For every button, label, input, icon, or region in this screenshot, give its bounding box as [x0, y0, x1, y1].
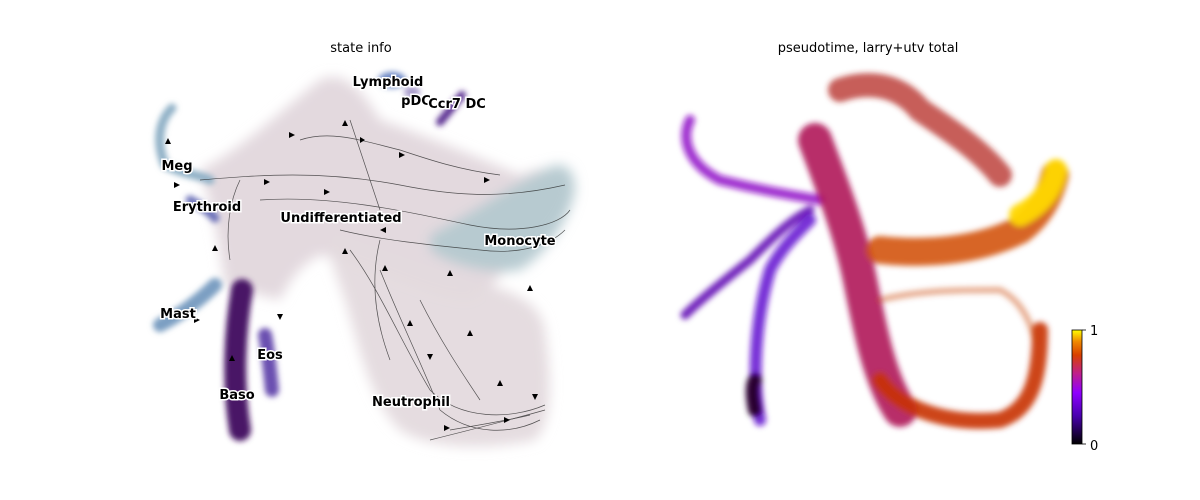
label-mast: Mast — [160, 307, 196, 322]
state-scatter-branches — [153, 72, 466, 441]
state-scatter-body — [200, 76, 575, 447]
label-erythroid: Erythroid — [173, 200, 241, 215]
colorbar-gradient — [1071, 329, 1083, 445]
pdc-blob — [404, 86, 420, 98]
colorbar-tick-max: 1 — [1090, 324, 1098, 339]
mast-branch — [153, 278, 222, 332]
label-neutrophil: Neutrophil — [372, 395, 450, 410]
pt-monocyte-tip — [1009, 159, 1067, 226]
pt-neutrophil-arc — [872, 322, 1048, 429]
pseudotime-colorbar: 1 0 — [1071, 324, 1098, 454]
state-panel: state info — [153, 41, 575, 447]
pt-neutrophil-fill — [877, 286, 1038, 343]
pt-left-arm — [680, 205, 815, 320]
pseudotime-panel-title: pseudotime, larry+utv total — [778, 41, 959, 56]
velocity-streamlines — [199, 119, 571, 441]
pt-central-column — [798, 123, 917, 427]
label-pdc: pDC — [401, 94, 431, 109]
erythroid-branch — [185, 195, 220, 223]
meg-branch — [155, 103, 215, 185]
eos-branch — [258, 328, 279, 397]
label-baso: Baso — [219, 388, 254, 403]
label-lymphoid: Lymphoid — [353, 75, 424, 90]
lymphoid-blob — [378, 72, 406, 88]
pt-lower-arm-base — [745, 373, 762, 417]
neutrophil-region — [328, 230, 550, 447]
pt-top-region — [828, 73, 1012, 187]
pseudotime-scatter — [680, 73, 1069, 429]
label-monocyte: Monocyte — [484, 234, 555, 249]
label-eos: Eos — [257, 348, 283, 363]
ccr7-dc-branch — [436, 91, 466, 126]
state-labels: Lymphoid pDC Ccr7 DC Meg Erythroid Undif… — [159, 74, 558, 412]
pt-upper-left-arm — [681, 115, 825, 205]
baso-branch — [224, 279, 253, 441]
colorbar-tick-min: 0 — [1090, 439, 1098, 454]
velocity-arrowheads — [165, 120, 538, 431]
label-ccr7-dc: Ccr7 DC — [428, 97, 486, 112]
label-undifferentiated: Undifferentiated — [280, 211, 401, 226]
monocyte-region — [430, 165, 575, 272]
label-meg: Meg — [161, 159, 192, 174]
pseudotime-panel: pseudotime, larry+utv total 1 0 — [680, 41, 1098, 454]
state-panel-title: state info — [330, 41, 391, 56]
